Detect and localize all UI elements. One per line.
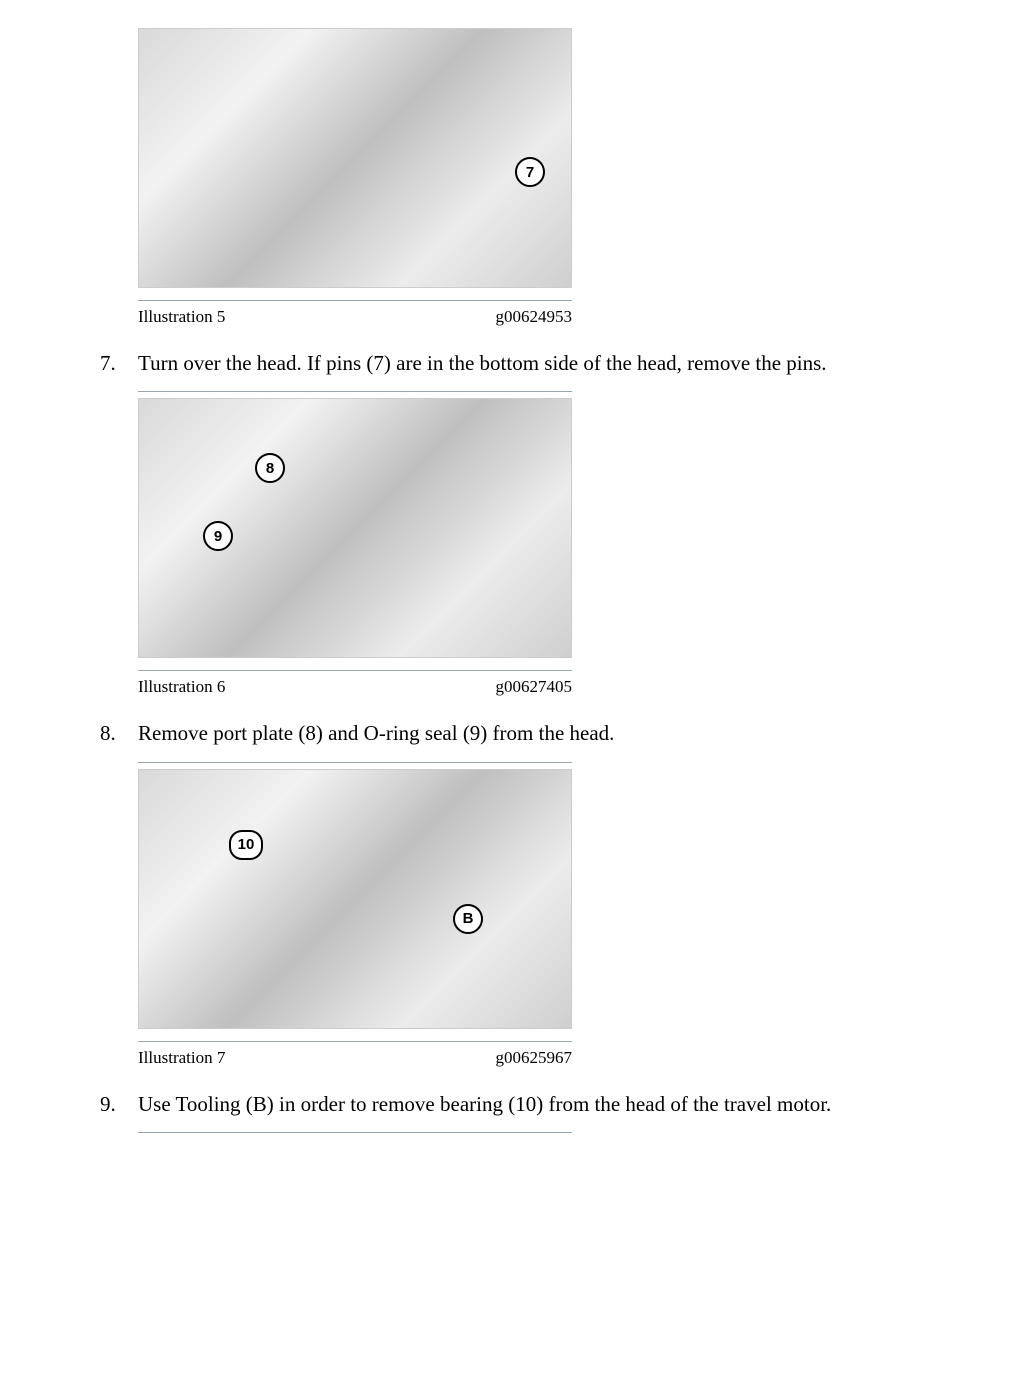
step-text: Turn over the head. If pins (7) are in t…	[138, 349, 934, 377]
callout-label: 10	[238, 836, 255, 853]
document-page: image 7 Illustration 5 g00624953 7. Turn…	[0, 0, 1024, 1161]
step-8: 8. Remove port plate (8) and O-ring seal…	[100, 719, 934, 747]
caption-label: Illustration 7	[138, 1048, 225, 1068]
callout-label: 7	[526, 164, 534, 181]
caption-label: Illustration 6	[138, 677, 225, 697]
callouts-layer: 7	[139, 29, 571, 287]
figure-divider	[138, 670, 572, 671]
step-number: 9.	[100, 1090, 138, 1118]
step-number: 7.	[100, 349, 138, 377]
caption-code: g00625967	[496, 1048, 573, 1068]
step-text: Use Tooling (B) in order to remove beari…	[138, 1090, 934, 1118]
illustration-6-image: image 8 9	[138, 398, 572, 658]
figure-divider	[138, 1041, 572, 1042]
callout-9: 9	[203, 521, 233, 551]
callout-label: 9	[214, 528, 222, 545]
step-7: 7. Turn over the head. If pins (7) are i…	[100, 349, 934, 377]
callout-label: B	[463, 910, 474, 927]
caption-row: Illustration 6 g00627405	[138, 677, 572, 697]
step-9: 9. Use Tooling (B) in order to remove be…	[100, 1090, 934, 1118]
callout-8: 8	[255, 453, 285, 483]
illustration-5-image: image 7	[138, 28, 572, 288]
step-number: 8.	[100, 719, 138, 747]
callouts-layer: 10 B	[139, 770, 571, 1028]
callout-label: 8	[266, 460, 274, 477]
trailing-divider	[138, 1132, 572, 1133]
caption-code: g00624953	[496, 307, 573, 327]
caption-code: g00627405	[496, 677, 573, 697]
figure-block-7: image 10 B Illustration 7 g00625967	[138, 762, 934, 1068]
step-text: Remove port plate (8) and O-ring seal (9…	[138, 719, 934, 747]
illustration-7-image: image 10 B	[138, 769, 572, 1029]
callout-10: 10	[229, 830, 263, 860]
caption-label: Illustration 5	[138, 307, 225, 327]
figure-divider	[138, 391, 572, 392]
callout-b: B	[453, 904, 483, 934]
caption-row: Illustration 5 g00624953	[138, 307, 572, 327]
figure-divider	[138, 300, 572, 301]
caption-row: Illustration 7 g00625967	[138, 1048, 572, 1068]
callouts-layer: 8 9	[139, 399, 571, 657]
figure-block-6: image 8 9 Illustration 6 g00627405	[138, 391, 934, 697]
figure-block-5: image 7 Illustration 5 g00624953	[138, 28, 934, 327]
callout-7: 7	[515, 157, 545, 187]
figure-divider	[138, 762, 572, 763]
